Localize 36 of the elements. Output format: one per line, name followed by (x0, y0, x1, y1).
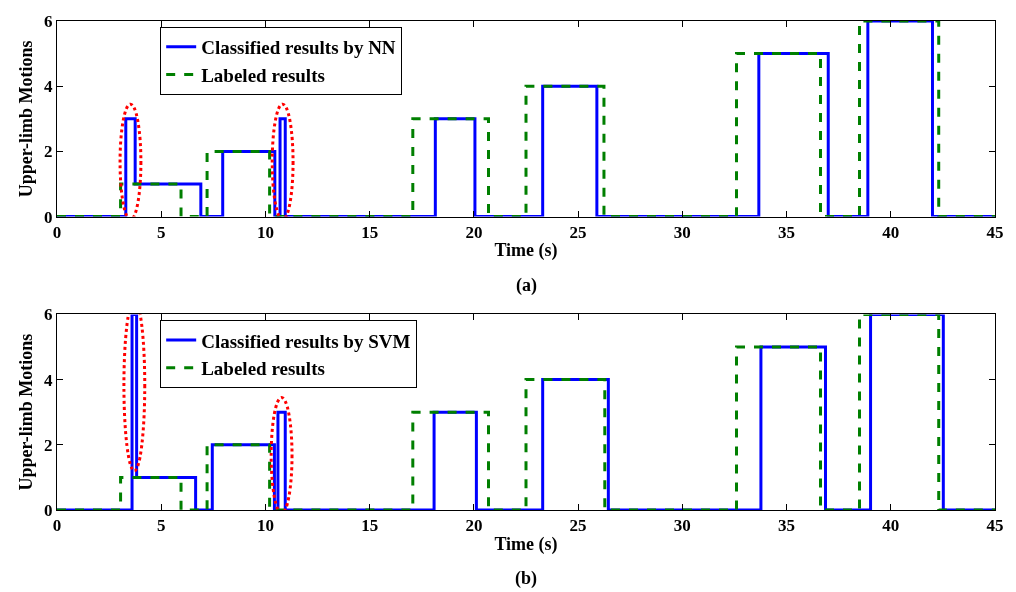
text: (b) (515, 568, 537, 589)
x-tick-label: 30 (673, 223, 691, 242)
y-tick-label: 2 (44, 142, 53, 162)
x-axis-title: Time (s) (494, 240, 558, 262)
x-tick-label: 35 (778, 516, 796, 536)
x-tick-label: 25 (569, 516, 587, 536)
x-tick-label: 5 (156, 516, 166, 536)
y-tick-label: 0 (44, 207, 53, 227)
x-tick-label: 5 (156, 223, 166, 242)
x-tick-label: 45 (986, 223, 1004, 242)
y-tick-label: 2 (44, 435, 53, 455)
x-tick-label: 15 (361, 223, 379, 242)
x-tick-label: 30 (673, 516, 691, 536)
y-tick-label: 6 (44, 11, 53, 31)
x-tick-label: 35 (778, 223, 796, 242)
x-tick-label: 40 (882, 223, 900, 242)
y-tick-label: 0 (44, 500, 53, 520)
x-tick-label: 45 (986, 516, 1004, 536)
legend-label: Labeled results (201, 64, 325, 86)
x-axis-title: Time (s) (494, 533, 558, 555)
x-tick-label: 10 (256, 223, 274, 242)
x-tick-label: 10 (256, 516, 274, 536)
y-tick-label: 4 (44, 77, 54, 97)
y-tick-label: 4 (44, 370, 54, 390)
legend-label: Classified results by NN (201, 37, 396, 59)
x-tick-label: 15 (361, 516, 379, 536)
legend-label: Classified results by SVM (201, 330, 411, 352)
y-axis-title: Upper-limb Motions (16, 40, 37, 198)
x-tick-label: 20 (465, 516, 483, 536)
y-axis-title: Upper-limb Motions (16, 333, 37, 491)
x-tick-label: 20 (465, 223, 483, 242)
x-tick-label: 40 (882, 516, 900, 536)
text: (a) (516, 275, 537, 296)
y-tick-label: 6 (44, 305, 53, 325)
x-tick-label: 25 (569, 223, 587, 242)
legend-label: Labeled results (201, 358, 325, 380)
